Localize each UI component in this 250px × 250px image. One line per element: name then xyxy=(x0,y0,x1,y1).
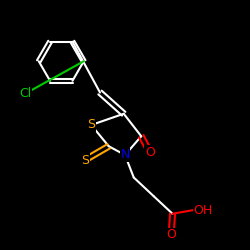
Text: O: O xyxy=(145,146,155,159)
Text: S: S xyxy=(81,154,89,166)
Text: S: S xyxy=(87,118,95,132)
Text: Cl: Cl xyxy=(19,87,31,100)
Text: O: O xyxy=(166,228,176,241)
Text: OH: OH xyxy=(194,204,213,216)
Text: N: N xyxy=(120,148,130,162)
